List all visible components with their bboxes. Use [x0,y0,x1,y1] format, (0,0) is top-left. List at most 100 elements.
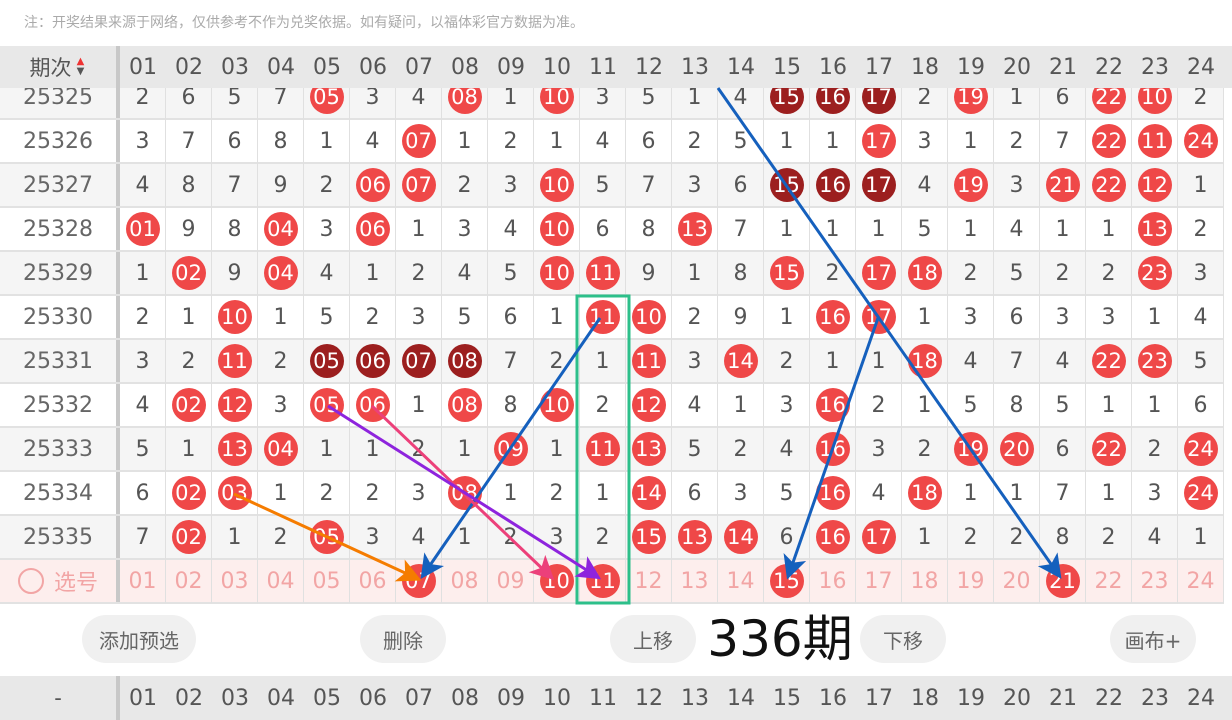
selected-ball[interactable]: 07 [401,564,436,598]
issue-number: 25329 [0,252,120,294]
number-ball: 15 [769,256,804,290]
cell: 7 [1040,119,1086,163]
column-header-08: 08 [451,54,479,80]
selected-ball[interactable]: 15 [769,564,804,598]
cell: 04 [258,427,304,471]
cell: 06 [350,383,396,427]
cell: 2 [764,339,810,383]
cell: 14 [718,339,764,383]
cell: 2 [534,339,580,383]
cell: 3 [856,427,902,471]
select-cell-17[interactable]: 17 [856,559,902,603]
sort-icon: ▲ ▼ [76,56,85,77]
number-ball: 24 [1183,124,1218,158]
number-ball: 06 [355,212,390,246]
cell: 4 [442,251,488,295]
cell: 23 [1132,251,1178,295]
number-ball: 02 [171,476,206,510]
select-cell-11[interactable]: 11 [580,559,626,603]
selected-ball[interactable]: 21 [1045,564,1080,598]
select-cell-15[interactable]: 15 [764,559,810,603]
cell: 1 [764,207,810,251]
cell: 4 [718,88,764,119]
number-ball: 12 [217,388,252,422]
cell: 4 [350,119,396,163]
issue-number: 25325 [0,88,120,118]
number-ball: 11 [631,344,666,378]
cell: 7 [718,207,764,251]
cell: 1 [810,119,856,163]
select-cell-18[interactable]: 18 [902,559,948,603]
number-ball: 20 [999,432,1034,466]
number-ball: 07 [401,124,436,158]
cell: 6 [764,515,810,559]
cell: 1 [120,251,166,295]
select-cell-13[interactable]: 13 [672,559,718,603]
cell: 11 [626,339,672,383]
select-cell-14[interactable]: 14 [718,559,764,603]
move-down-button[interactable]: 下移 [860,615,946,663]
number-ball: 01 [125,212,160,246]
column-header-10: 10 [543,54,571,80]
cell: 19 [948,163,994,207]
select-cell-08[interactable]: 08 [442,559,488,603]
cell: 2 [258,339,304,383]
issue-header-label: 期次 [29,56,72,80]
column-header-10: 10 [543,685,571,711]
cell: 1 [488,471,534,515]
cell: 17 [856,163,902,207]
trend-table: 25325 2 6 5 7 05 3 4 08 1 10 3 5 1 4 15 16 17 2 19 1 6 22 10 2 25… [0,88,1232,604]
move-up-button[interactable]: 上移 [610,615,696,663]
add-preselect-button[interactable]: 添加预选 [82,615,196,663]
select-cell-21[interactable]: 21 [1040,559,1086,603]
cell: 7 [120,515,166,559]
select-label[interactable]: 选号 [0,560,120,602]
cell: 8 [258,119,304,163]
cell: 4 [948,339,994,383]
column-header-15: 15 [773,54,801,80]
number-ball: 18 [907,256,942,290]
table-row: 25334 6 02 03 1 2 2 3 08 1 2 1 14 6 3 5 16 4 18 1 1 7 1 3 24 [0,471,1224,516]
cell: 4 [488,207,534,251]
selected-ball[interactable]: 10 [539,564,574,598]
select-cell-04[interactable]: 04 [258,559,304,603]
cell: 7 [994,339,1040,383]
select-cell-03[interactable]: 03 [212,559,258,603]
cell: 2 [1086,515,1132,559]
select-cell-10[interactable]: 10 [534,559,580,603]
number-ball: 22 [1091,168,1126,202]
cell: 16 [810,295,856,339]
canvas-plus-button[interactable]: 画布+ [1110,615,1196,663]
cell: 2 [902,427,948,471]
selected-ball[interactable]: 11 [585,564,620,598]
cell: 1 [304,119,350,163]
column-header-14: 14 [727,685,755,711]
select-cell-05[interactable]: 05 [304,559,350,603]
delete-button[interactable]: 删除 [360,615,446,663]
select-cell-07[interactable]: 07 [396,559,442,603]
cell: 1 [534,427,580,471]
number-ball: 16 [815,300,850,334]
select-cell-20[interactable]: 20 [994,559,1040,603]
sort-issue-header[interactable]: 期次 ▲ ▼ [0,46,120,88]
select-cell-09[interactable]: 09 [488,559,534,603]
select-cell-16[interactable]: 16 [810,559,856,603]
cell: 1 [442,427,488,471]
select-cell-01[interactable]: 01 [120,559,166,603]
cell: 1 [258,295,304,339]
number-ball: 04 [263,432,298,466]
cell: 1 [1086,207,1132,251]
select-cell-12[interactable]: 12 [626,559,672,603]
select-cell-02[interactable]: 02 [166,559,212,603]
select-circle-icon[interactable] [17,568,44,594]
select-cell-19[interactable]: 19 [948,559,994,603]
select-cell-24[interactable]: 24 [1178,559,1224,603]
cell: 15 [764,163,810,207]
number-ball: 06 [355,168,390,202]
cell: 06 [350,163,396,207]
cell: 8 [626,207,672,251]
select-cell-23[interactable]: 23 [1132,559,1178,603]
select-cell-22[interactable]: 22 [1086,559,1132,603]
select-cell-06[interactable]: 06 [350,559,396,603]
cell: 15 [764,251,810,295]
